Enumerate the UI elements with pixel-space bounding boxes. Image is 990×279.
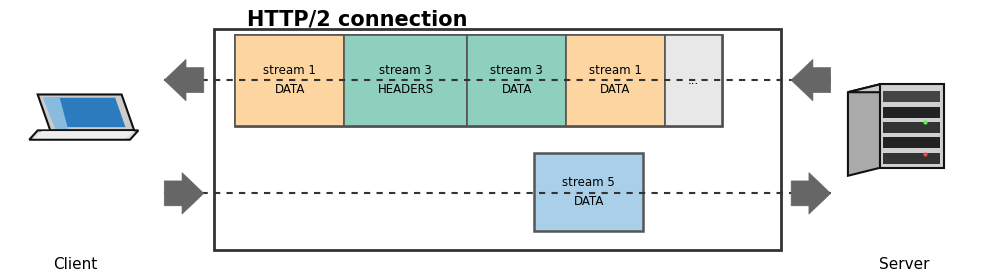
Polygon shape [47,98,126,127]
Bar [236,35,722,126]
Polygon shape [883,122,940,133]
Text: stream 1
DATA: stream 1 DATA [589,64,642,96]
Polygon shape [164,59,204,101]
Text: ...: ... [688,74,699,86]
Text: Client: Client [53,257,98,272]
Polygon shape [791,59,831,101]
Bar [344,35,467,126]
Bar [566,35,665,126]
Bar [214,29,781,250]
Polygon shape [880,84,944,168]
Text: stream 5
DATA: stream 5 DATA [562,176,615,208]
Polygon shape [30,130,139,140]
Polygon shape [164,173,204,214]
Polygon shape [883,107,940,117]
Bar [236,35,344,126]
Polygon shape [883,138,940,148]
Polygon shape [847,84,944,92]
Polygon shape [791,173,831,214]
Bar [467,35,566,126]
Text: HTTP/2 connection: HTTP/2 connection [247,10,467,30]
Polygon shape [43,97,68,129]
Bar [535,153,644,231]
Text: Server: Server [879,257,930,272]
Polygon shape [38,95,135,130]
Polygon shape [34,131,135,138]
Text: stream 3
HEADERS: stream 3 HEADERS [377,64,434,96]
Text: stream 3
DATA: stream 3 DATA [490,64,544,96]
Bar [665,35,722,126]
Polygon shape [883,91,940,102]
Text: stream 1
DATA: stream 1 DATA [263,64,316,96]
Polygon shape [847,84,880,176]
Polygon shape [883,153,940,164]
